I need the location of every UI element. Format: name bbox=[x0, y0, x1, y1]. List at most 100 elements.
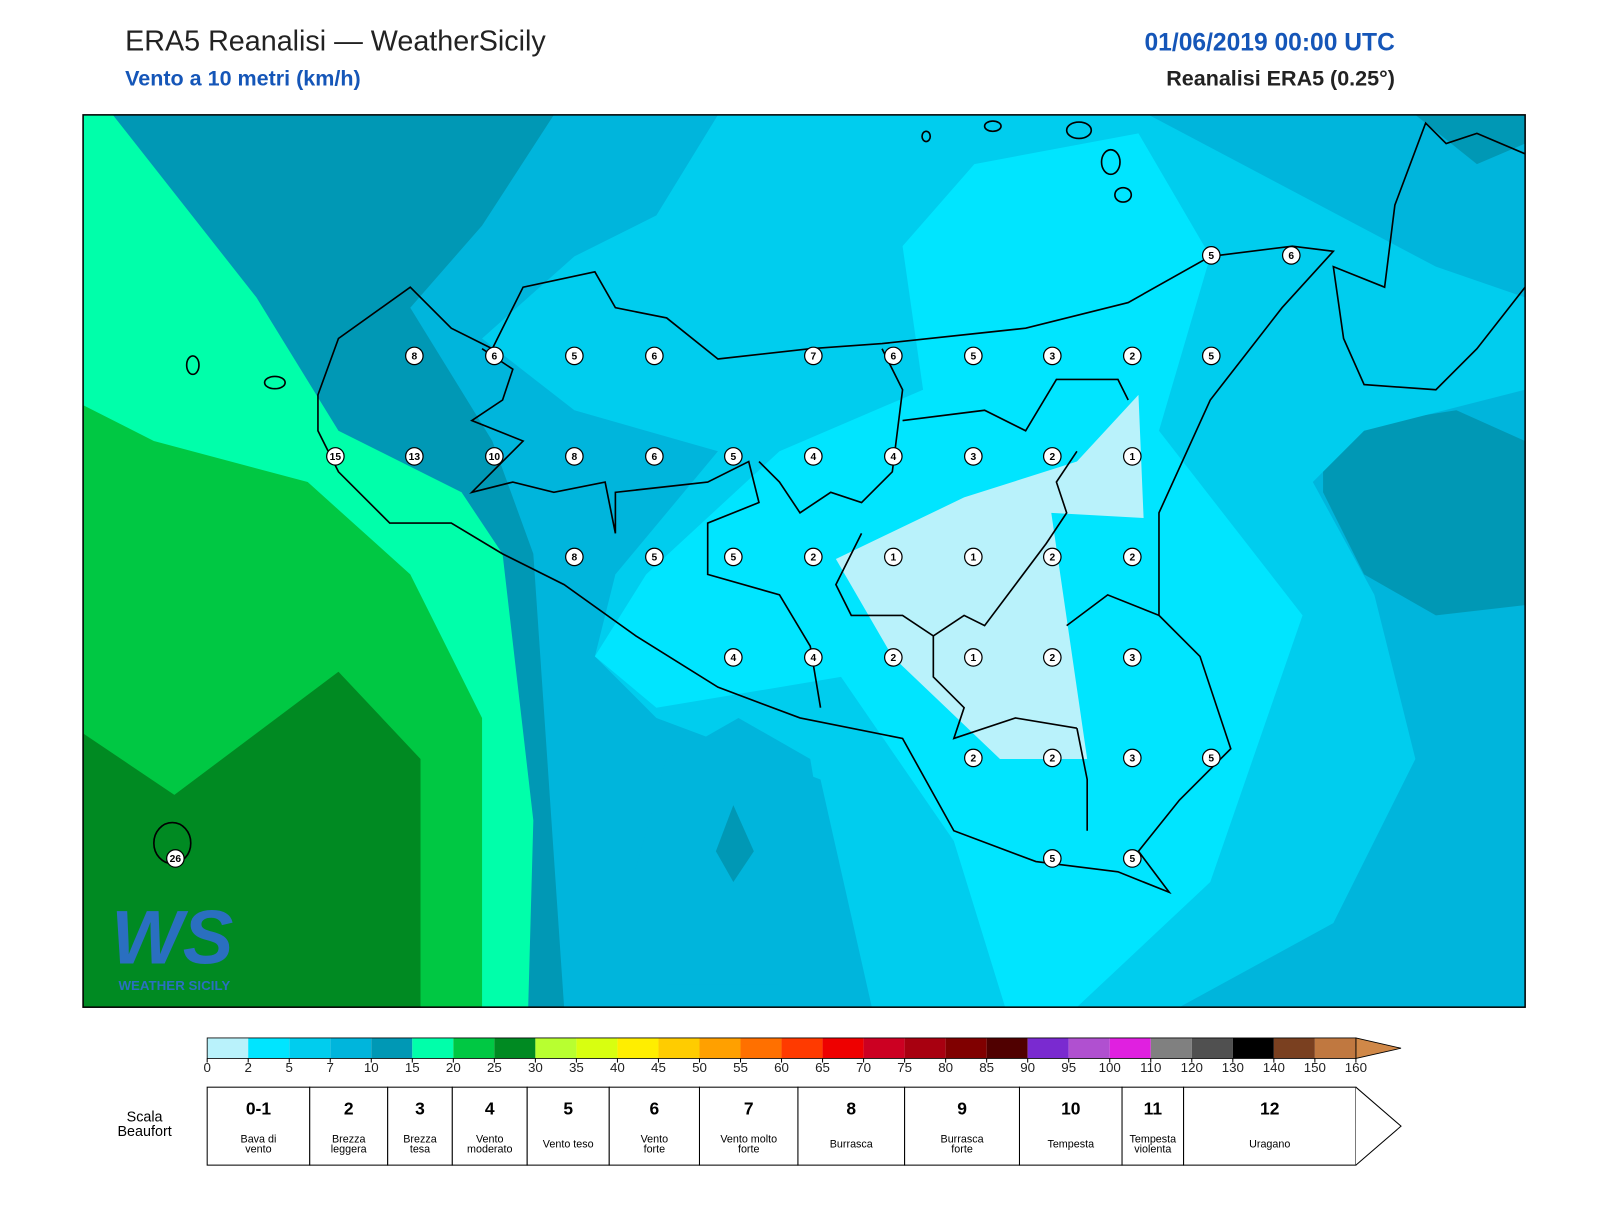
station-value: 7 bbox=[810, 352, 816, 363]
station-value: 5 bbox=[652, 553, 658, 564]
colorbar-segment bbox=[617, 1037, 659, 1059]
wind-field: WS WEATHER SICILY bbox=[83, 114, 1526, 1008]
beaufort-force: 4 bbox=[485, 1098, 495, 1118]
station-value: 5 bbox=[1208, 352, 1214, 363]
station-marker bbox=[883, 648, 903, 667]
station-value: 2 bbox=[970, 754, 976, 765]
colorbar-tick-label: 75 bbox=[897, 1060, 912, 1075]
station-value: 2 bbox=[1129, 553, 1135, 564]
station-marker bbox=[803, 447, 823, 466]
station-marker bbox=[1122, 346, 1142, 366]
beaufort-description: Vento bbox=[641, 1133, 669, 1145]
beaufort-cell bbox=[797, 1086, 906, 1166]
colorbar-tick-label: 25 bbox=[487, 1060, 502, 1075]
beaufort-description: Brezza bbox=[403, 1133, 436, 1145]
colorbar-segment bbox=[1150, 1037, 1192, 1059]
beaufort-force: 11 bbox=[1144, 1098, 1163, 1118]
station-value: 4 bbox=[730, 653, 736, 664]
beaufort-description: leggera bbox=[331, 1144, 367, 1156]
station-marker bbox=[1201, 346, 1221, 366]
station-marker bbox=[405, 346, 424, 366]
colorbar-tick-label: 35 bbox=[569, 1060, 584, 1075]
beaufort-description: moderato bbox=[467, 1144, 512, 1156]
beaufort-description: Burrasca bbox=[941, 1133, 984, 1145]
beaufort-description: Vento molto bbox=[720, 1133, 777, 1145]
beaufort-cell bbox=[608, 1086, 700, 1166]
station-marker bbox=[645, 346, 664, 366]
colorbar-segment bbox=[904, 1037, 946, 1059]
colorbar-segment bbox=[535, 1037, 577, 1059]
colorbar-tick-label: 130 bbox=[1222, 1060, 1244, 1075]
beaufort-description: forte bbox=[951, 1144, 973, 1156]
source: Reanalisi ERA5 (0.25°) bbox=[1166, 67, 1395, 91]
colorbar-tick-label: 55 bbox=[733, 1060, 748, 1075]
station-value: 3 bbox=[1129, 754, 1135, 765]
station-marker bbox=[645, 547, 664, 567]
station-marker bbox=[963, 447, 983, 466]
station-value: 2 bbox=[1049, 553, 1055, 564]
beaufort-force: 8 bbox=[846, 1098, 856, 1118]
colorbar-tick-label: 70 bbox=[856, 1060, 871, 1075]
beaufort-description: violenta bbox=[1134, 1144, 1171, 1156]
station-marker bbox=[803, 346, 823, 366]
station-value: 8 bbox=[412, 352, 418, 363]
colorbar-tick-label: 40 bbox=[610, 1060, 625, 1075]
station-marker bbox=[565, 447, 584, 466]
beaufort-description: tesa bbox=[410, 1144, 430, 1156]
station-marker bbox=[166, 849, 185, 868]
station-marker bbox=[1201, 246, 1221, 265]
station-value: 4 bbox=[810, 452, 816, 463]
colorbar-tick-label: 0 bbox=[203, 1060, 210, 1075]
station-marker bbox=[1122, 648, 1142, 667]
station-value: 5 bbox=[572, 352, 578, 363]
station-marker bbox=[883, 447, 903, 466]
colorbar-tick-label: 110 bbox=[1140, 1060, 1161, 1075]
colorbar-segment bbox=[1068, 1037, 1110, 1059]
station-marker bbox=[485, 346, 504, 366]
beaufort-force: 5 bbox=[563, 1098, 573, 1118]
station-value: 6 bbox=[492, 352, 498, 363]
station-value: 3 bbox=[1129, 653, 1135, 664]
station-value: 6 bbox=[652, 352, 658, 363]
colorbar-tick-label: 10 bbox=[364, 1060, 379, 1075]
logo: WS WEATHER SICILY bbox=[111, 896, 233, 994]
beaufort-force: 2 bbox=[344, 1098, 354, 1118]
logo-mark: WS bbox=[111, 896, 233, 981]
beaufort-cell bbox=[1018, 1086, 1123, 1166]
beaufort-description: Tempesta bbox=[1047, 1138, 1094, 1150]
station-value: 3 bbox=[1049, 352, 1055, 363]
beaufort-force: 9 bbox=[957, 1098, 967, 1118]
colorbar-segment bbox=[289, 1037, 331, 1059]
beaufort-label: Scala bbox=[127, 1110, 163, 1126]
beaufort-cell bbox=[451, 1086, 528, 1166]
station-marker bbox=[963, 346, 983, 366]
beaufort-force: 10 bbox=[1061, 1098, 1080, 1118]
beaufort-cell bbox=[698, 1086, 799, 1166]
colorbar-tick-label: 15 bbox=[405, 1060, 420, 1075]
beaufort-description: vento bbox=[245, 1144, 271, 1156]
station-value: 6 bbox=[890, 352, 896, 363]
colorbar-segment bbox=[576, 1037, 618, 1059]
station-value: 13 bbox=[409, 452, 421, 463]
colorbar-tick-label: 160 bbox=[1345, 1060, 1367, 1075]
colorbar-tick-label: 2 bbox=[244, 1060, 251, 1075]
station-marker bbox=[1042, 748, 1062, 768]
colorbar-segment bbox=[781, 1037, 823, 1059]
beaufort-description: Vento teso bbox=[543, 1138, 594, 1150]
beaufort-cell bbox=[526, 1086, 610, 1166]
colorbar-segment bbox=[330, 1037, 372, 1059]
station-marker bbox=[963, 748, 983, 768]
colorbar-tick-label: 85 bbox=[979, 1060, 994, 1075]
colorbar-tick-label: 20 bbox=[446, 1060, 461, 1075]
station-value: 15 bbox=[330, 452, 342, 463]
station-value: 4 bbox=[890, 452, 896, 463]
station-marker bbox=[565, 547, 584, 567]
colorbar-segment bbox=[1232, 1037, 1274, 1059]
beaufort-force: 0-1 bbox=[246, 1098, 271, 1118]
colorbar-tick-label: 50 bbox=[692, 1060, 707, 1075]
beaufort-cell bbox=[309, 1086, 389, 1166]
station-value: 1 bbox=[970, 553, 976, 564]
colorbar-tick-label: 140 bbox=[1263, 1060, 1285, 1075]
station-value: 26 bbox=[170, 854, 182, 865]
